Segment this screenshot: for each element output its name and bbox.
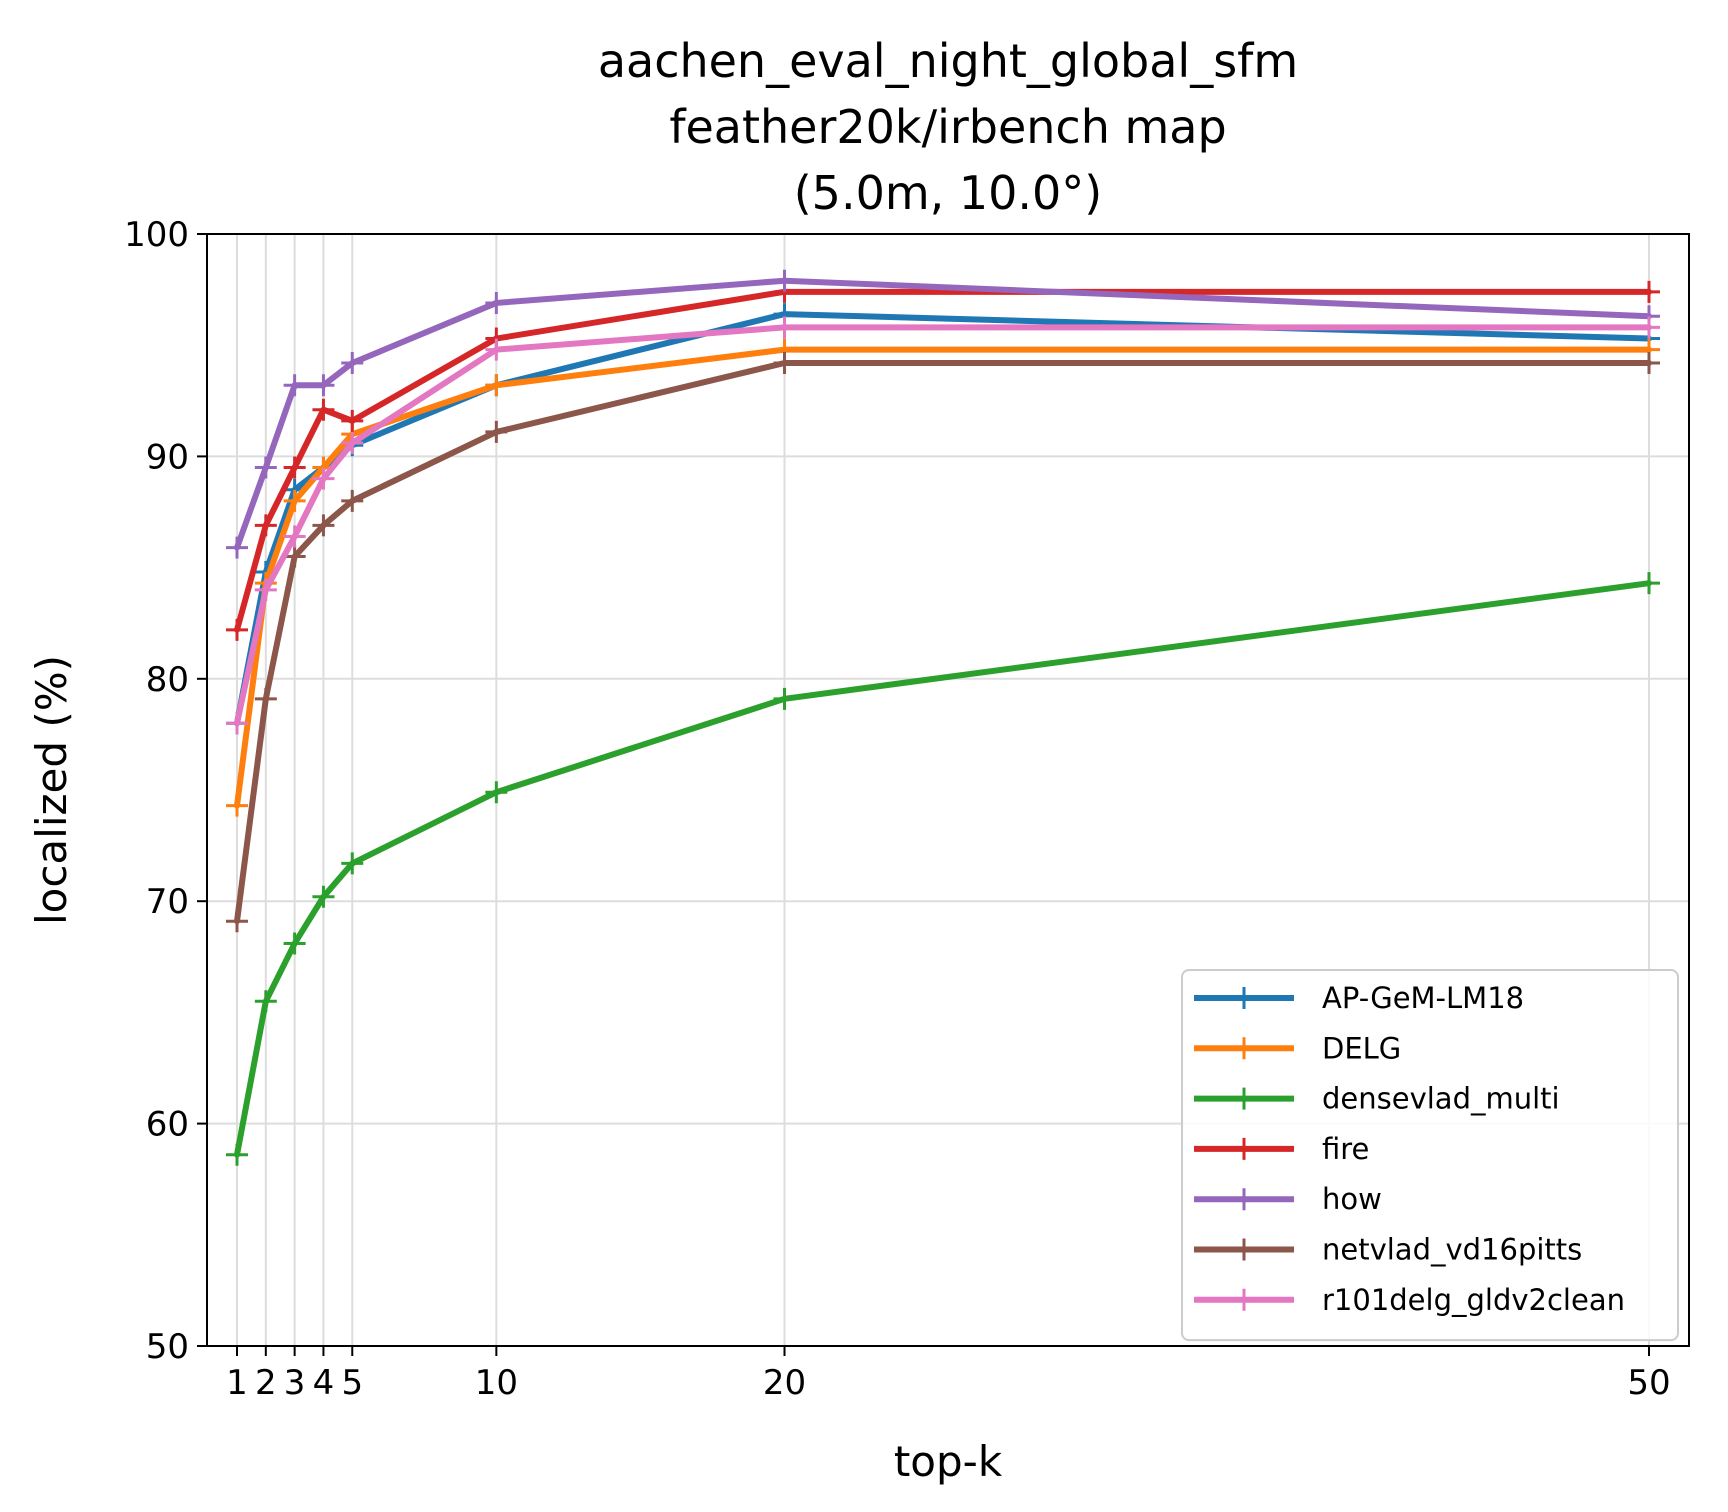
data-point [773,316,796,339]
legend-box [1181,969,1679,1342]
legend-item: DELG [1194,1031,1401,1065]
data-point [254,578,277,601]
series-how [226,269,1660,559]
title-line-1: aachen_eval_night_global_sfm [598,34,1298,88]
data-point [226,910,248,933]
data-point [283,545,306,568]
series-netvlad_vd16pitts [226,351,1660,933]
data-point [254,687,277,710]
x-tick-label: 10 [475,1363,518,1403]
x-tick-label: 20 [763,1363,806,1403]
data-point [283,456,306,479]
legend-swatch-marker [1233,1288,1255,1311]
data-point [283,932,306,955]
legend-label: netvlad_vd16pitts [1322,1233,1582,1267]
data-point [341,432,364,455]
x-tick-label: 4 [313,1363,335,1403]
data-point [1638,572,1660,595]
data-point [341,852,364,875]
y-tick-label: 100 [124,215,189,255]
data-point [312,467,335,490]
legend-label: AP-GeM-LM18 [1322,981,1524,1015]
data-point [341,409,364,432]
legend-label: r101delg_gldv2clean [1322,1283,1625,1317]
legend-item: densevlad_multi [1194,1082,1560,1116]
data-point [1638,316,1660,339]
series-densevlad_multi [226,572,1660,1166]
series-DELG [226,338,1660,817]
legend-label: densevlad_multi [1322,1082,1560,1116]
legend-swatch-marker [1233,987,1255,1009]
data-point [312,514,335,537]
axis-ticks: 1 2 3 4 5 10 20 50 50 60 70 80 90 100 [124,215,1671,1403]
x-tick-label: 3 [284,1363,306,1403]
data-point [1638,280,1660,303]
x-tick-label: 50 [1627,1363,1670,1403]
series-line [234,346,1652,809]
series-r101delg_gldv2clean [226,316,1660,735]
legend-item: netvlad_vd16pitts [1194,1233,1582,1267]
legend-label: fire [1322,1132,1369,1166]
series-layer [226,269,1660,1166]
data-point [226,536,248,559]
data-point [773,687,796,710]
x-tick-label: 1 [226,1363,248,1403]
title-line-3: (5.0m, 10.0°) [794,166,1103,220]
y-tick-label: 60 [146,1105,189,1145]
data-point [254,990,277,1013]
data-point [312,398,335,421]
legend-swatch-marker [1233,1238,1255,1261]
legend-item: how [1194,1182,1382,1216]
legend-swatch-marker [1233,1087,1255,1110]
legend-swatch-marker [1233,1188,1255,1211]
series-line [234,359,1652,925]
data-point [254,456,277,479]
x-tick-label: 5 [341,1363,363,1403]
data-point [341,489,364,512]
legend-item: r101delg_gldv2clean [1194,1283,1625,1317]
series-line [234,288,1652,633]
y-tick-label: 80 [146,660,189,700]
data-point [312,885,335,908]
data-point [226,794,248,817]
plot-area-frame [206,233,1690,1347]
data-point [485,338,508,361]
series-line [234,324,1652,727]
data-point [341,351,364,374]
data-point [283,489,306,512]
data-point [485,291,508,314]
series-fire [226,280,1660,641]
y-axis-label: localized (%) [27,655,76,925]
x-tick-label: 2 [255,1363,277,1403]
legend-label: how [1322,1182,1382,1216]
data-point [226,712,248,735]
y-tick-label: 50 [146,1327,189,1367]
data-point [485,781,508,804]
series-line [234,580,1652,1158]
data-point [773,351,796,374]
data-point [312,374,335,397]
legend-swatch-marker [1233,1137,1255,1160]
data-point [254,514,277,537]
data-point [226,618,248,641]
data-point [773,269,796,292]
data-point [1638,351,1660,374]
title-line-2: feather20k/irbench map [669,100,1226,154]
legend-item: AP-GeM-LM18 [1194,981,1524,1015]
data-point [485,374,508,397]
y-tick-label: 70 [146,882,189,922]
y-tick-label: 90 [146,437,189,477]
x-axis-label: top-k [894,1437,1003,1486]
data-point [283,525,306,548]
data-point [226,1143,248,1166]
legend-swatch-marker [1233,1037,1255,1060]
legend-label: DELG [1322,1031,1401,1065]
legend-item: fire [1194,1132,1369,1166]
chart-title: aachen_eval_night_global_sfm feather20k/… [598,34,1298,220]
data-point [485,420,508,443]
series-line [234,277,1652,551]
data-point [283,374,306,397]
